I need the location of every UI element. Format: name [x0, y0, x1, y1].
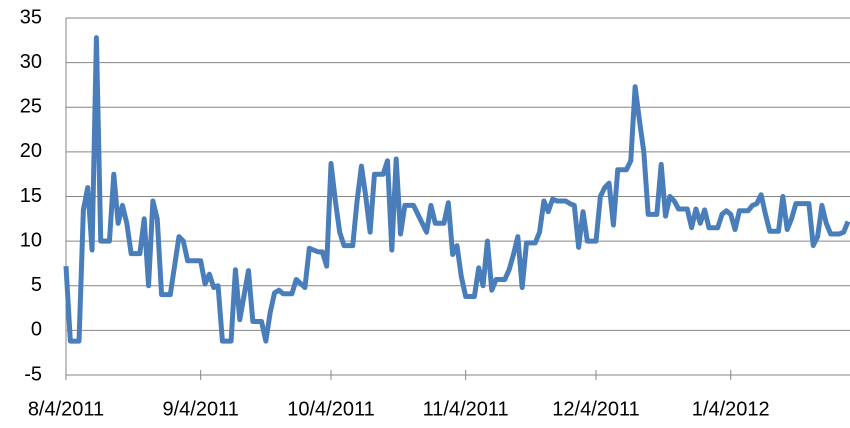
x-tick-label: 9/4/2011: [162, 398, 238, 420]
y-tick-label: 5: [31, 274, 42, 296]
data-line: [63, 35, 850, 344]
x-tick-label: 1/4/2012: [692, 398, 770, 420]
y-tick-label: -5: [24, 363, 42, 385]
y-tick-label: 25: [20, 96, 42, 118]
x-tick-label: 10/4/2011: [287, 398, 375, 420]
y-tick-label: 10: [20, 229, 42, 251]
y-tick-label: 20: [20, 140, 42, 162]
y-tick-label: 15: [20, 185, 42, 207]
y-tick-label: 0: [31, 319, 42, 341]
y-tick-label: 30: [20, 51, 42, 73]
x-tick-label: 12/4/2011: [552, 398, 640, 420]
y-tick-label: 35: [20, 6, 42, 28]
x-tick-label: 8/4/2011: [28, 398, 104, 420]
x-tick-label: 11/4/2011: [423, 398, 509, 420]
